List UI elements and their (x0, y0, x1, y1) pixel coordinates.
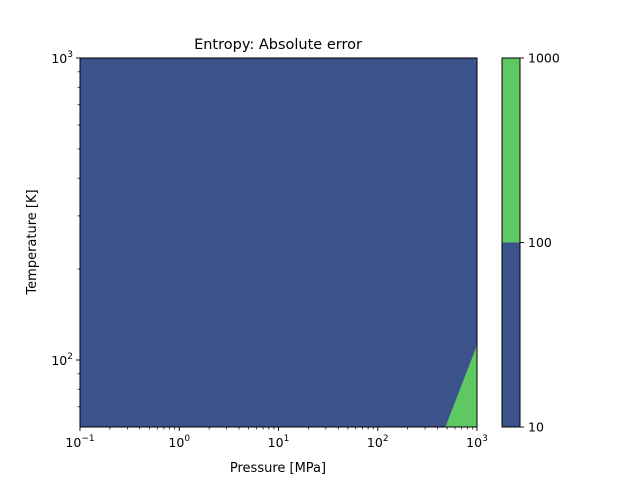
y-tick-label: 103 (51, 50, 73, 66)
plot-area (79, 57, 478, 428)
x-tick-label: 100 (168, 434, 190, 450)
contour-region-0 (445, 345, 477, 427)
x-tick-label: 10−1 (65, 434, 94, 450)
x-tick-label: 101 (268, 434, 290, 450)
colorbar-tick-label: 100 (528, 235, 552, 250)
contour-fill-low (80, 58, 477, 427)
y-tick-label: 102 (51, 352, 73, 368)
y-axis: 102 103 (51, 50, 80, 408)
x-tick-label: 103 (466, 434, 488, 450)
y-axis-label: Temperature [K] (25, 189, 40, 295)
colorbar-tick-label: 1000 (528, 51, 560, 66)
colorbar-segment-0 (502, 242, 520, 427)
x-axis: 10−1 100 101 102 103 (65, 427, 488, 450)
colorbar-segment-1 (502, 58, 520, 243)
colorbar: 10 100 1000 (501, 51, 560, 435)
x-tick-label: 102 (367, 434, 389, 450)
x-axis-label: Pressure [MPa] (230, 461, 326, 476)
colorbar-tick-label: 10 (528, 420, 544, 435)
contour-regions (445, 345, 477, 427)
chart-title: Entropy: Absolute error (194, 37, 362, 53)
